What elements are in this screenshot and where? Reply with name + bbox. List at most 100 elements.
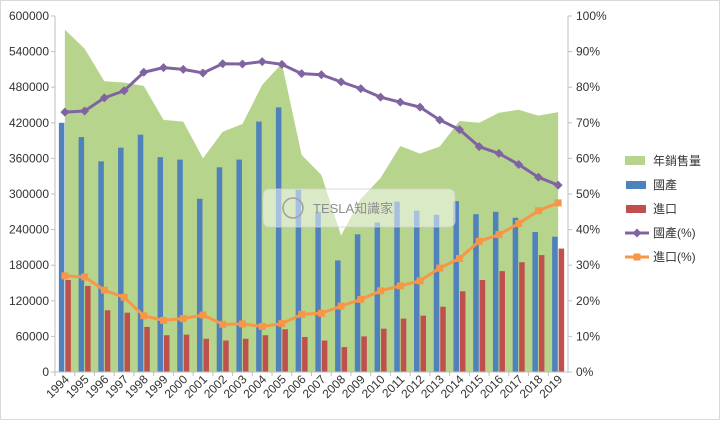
bar-domestic-2005 [275, 107, 282, 372]
watermark-text: TESLA知識家 [313, 201, 393, 216]
point-domestic-pct-2019 [553, 180, 563, 190]
bar-domestic-2004 [256, 121, 262, 372]
bar-import-1994 [65, 280, 71, 372]
bar-import-2003 [242, 338, 249, 372]
bar-import-2000 [183, 334, 190, 372]
y-left-tick-label: 180000 [9, 258, 49, 272]
point-domestic-pct-2015 [474, 142, 484, 152]
legend-label-domestic: 國產 [653, 177, 677, 192]
bar-import-2001 [203, 338, 209, 372]
point-import-pct-2018 [534, 207, 542, 215]
bar-import-2002 [223, 340, 229, 372]
point-import-pct-2002 [219, 320, 227, 328]
bar-import-2004 [262, 335, 269, 372]
bar-import-2008 [341, 347, 348, 372]
point-import-pct-2007 [317, 309, 325, 317]
point-domestic-pct-2000 [178, 64, 188, 74]
y-right-tick-label: 10% [576, 329, 600, 343]
bar-domestic-2016 [492, 211, 499, 372]
bar-domestic-2003 [236, 159, 242, 372]
y-left-tick-label: 120000 [9, 294, 49, 308]
point-domestic-pct-1994 [60, 107, 70, 117]
point-domestic-pct-2005 [277, 59, 287, 69]
point-domestic-pct-1996 [99, 93, 109, 103]
legend-marker-domestic-pct [632, 228, 642, 238]
y-left-tick-label: 600000 [9, 9, 49, 23]
bar-domestic-2015 [473, 214, 479, 372]
bar-import-2016 [499, 271, 505, 372]
bar-domestic-1998 [137, 134, 144, 372]
y-left-tick-label: 300000 [9, 187, 49, 201]
legend-swatch-domestic [626, 181, 646, 189]
bar-import-2014 [459, 291, 466, 372]
point-import-pct-2004 [258, 322, 266, 330]
bar-import-2005 [282, 329, 288, 372]
bar-import-1997 [124, 312, 131, 372]
bar-domestic-1996 [98, 161, 104, 372]
y-left-tick-label: 240000 [9, 223, 49, 237]
bar-import-2009 [361, 336, 367, 372]
line-layer [60, 57, 563, 330]
legend-marker-import-pct [633, 253, 641, 261]
bar-domestic-1997 [118, 147, 124, 372]
bar-domestic-1999 [157, 157, 164, 372]
bar-domestic-2018 [532, 231, 538, 372]
watermark: TESLA知識家 [262, 188, 456, 228]
bar-import-1999 [164, 335, 170, 372]
bar-import-1998 [144, 326, 150, 372]
point-import-pct-2012 [416, 277, 424, 285]
legend-label-import-pct: 進口(%) [653, 250, 696, 264]
point-domestic-pct-2006 [297, 69, 307, 79]
bar-import-2013 [440, 306, 446, 372]
bar-domestic-2000 [177, 159, 183, 372]
point-import-pct-2003 [238, 320, 246, 328]
y-right-tick-label: 50% [576, 187, 600, 201]
bar-domestic-2006 [295, 189, 302, 372]
bar-import-2018 [538, 255, 545, 372]
y-right-tick-label: 100% [576, 9, 607, 23]
point-import-pct-2019 [554, 199, 562, 207]
point-domestic-pct-1998 [139, 67, 149, 77]
watermark-logo-icon [282, 197, 304, 219]
point-domestic-pct-2002 [218, 59, 228, 69]
point-import-pct-1996 [100, 286, 108, 294]
y-right-tick-label: 20% [576, 294, 600, 308]
y-left-tick-label: 420000 [9, 116, 49, 130]
point-domestic-pct-1995 [80, 106, 90, 116]
point-domestic-pct-2007 [316, 70, 326, 80]
point-import-pct-1997 [120, 293, 128, 301]
bar-import-1995 [85, 285, 91, 372]
point-import-pct-1998 [140, 312, 148, 320]
bar-domestic-2001 [196, 198, 203, 372]
bar-domestic-2019 [552, 236, 558, 372]
point-domestic-pct-2011 [395, 97, 405, 107]
bar-domestic-2014 [453, 201, 459, 372]
point-domestic-pct-2001 [198, 68, 208, 78]
x-tick-label: 2019 [536, 372, 565, 401]
y-right-tick-label: 90% [576, 45, 600, 59]
point-domestic-pct-2009 [356, 84, 366, 94]
y-right-tick-label: 70% [576, 116, 600, 130]
bar-import-2017 [519, 262, 525, 372]
y-left-tick-label: 60000 [16, 329, 50, 343]
y-right-tick-label: 0% [576, 365, 594, 379]
point-import-pct-1995 [81, 273, 89, 281]
point-import-pct-2006 [298, 310, 306, 318]
point-domestic-pct-1999 [159, 63, 169, 73]
point-import-pct-2001 [199, 311, 207, 319]
point-import-pct-1999 [160, 316, 168, 324]
bar-import-2010 [381, 328, 387, 372]
bar-domestic-1995 [78, 137, 85, 372]
legend-label-domestic-pct: 國產(%) [653, 225, 696, 240]
point-import-pct-1994 [61, 272, 69, 280]
legend-label-total-sales: 年銷售量 [653, 153, 701, 168]
bar-import-2007 [321, 340, 328, 372]
point-domestic-pct-2012 [415, 102, 425, 112]
point-domestic-pct-2004 [257, 57, 267, 67]
bar-domestic-2009 [354, 234, 361, 372]
y-left-tick-label: 360000 [9, 151, 49, 165]
point-domestic-pct-2008 [336, 77, 346, 87]
point-import-pct-2014 [455, 254, 463, 262]
